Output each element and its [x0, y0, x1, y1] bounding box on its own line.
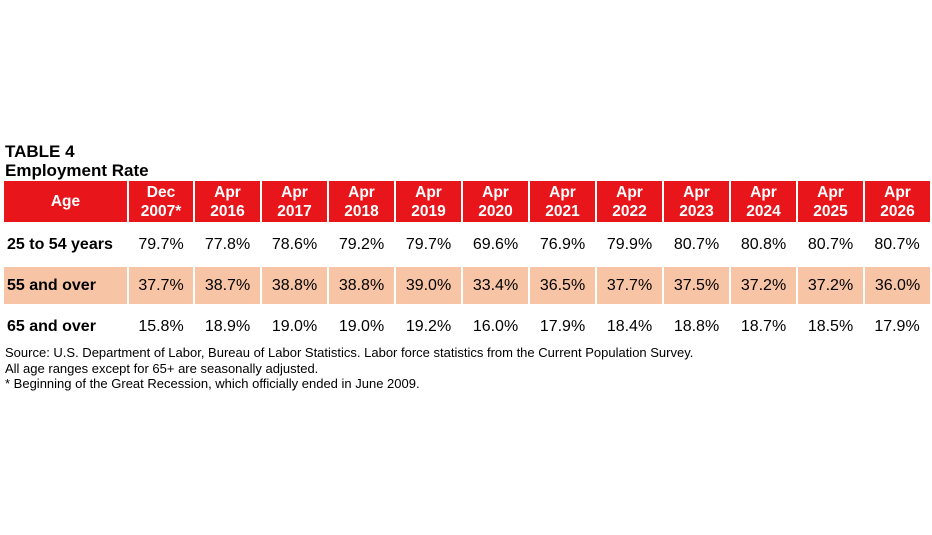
header-month: Apr	[817, 183, 844, 201]
header-month: Apr	[281, 183, 308, 201]
rate-cell: 15.8%	[138, 317, 184, 335]
rate-cell: 38.8%	[261, 267, 329, 304]
rate-cell: 79.7%	[405, 235, 452, 253]
table-subtitle: Employment Rate	[5, 161, 149, 180]
header-period: Apr 2019	[395, 181, 463, 222]
adjustment-note: All age ranges except for 65+ are season…	[5, 360, 319, 376]
rate-cell: 37.2%	[797, 267, 865, 304]
rate-cell: 39.0%	[395, 267, 463, 304]
header-month: Apr	[549, 183, 576, 201]
header-year: 2022	[612, 202, 647, 220]
table-title: TABLE 4	[5, 142, 75, 161]
table-row: 55 and over 37.7% 38.7% 38.8% 38.8% 39.0% 33.4…	[4, 267, 930, 304]
header-row: Age Dec 2007* Apr 2016 Apr 2017 Apr 2018 Apr 2019 A…	[4, 181, 930, 222]
employment-rate-table: Age Dec 2007* Apr 2016 Apr 2017 Apr 2018 Apr 2019 A…	[4, 181, 930, 345]
rate-cell: 17.9%	[874, 317, 920, 335]
recession-note: * Beginning of the Great Recession, whic…	[5, 376, 420, 391]
header-month: Apr	[415, 183, 442, 201]
header-month: Apr	[214, 183, 241, 201]
header-month: Apr	[750, 183, 777, 201]
header-period: Apr 2016	[194, 181, 262, 222]
rate-cell: 37.5%	[663, 267, 731, 304]
header-period: Apr 2021	[529, 181, 597, 222]
rate-cell: 16.0%	[472, 317, 519, 335]
footnotes: Source: U.S. Department of Labor, Bureau…	[5, 345, 693, 392]
source-note: Source: U.S. Department of Labor, Bureau…	[5, 345, 694, 360]
rate-cell: 37.2%	[730, 267, 798, 304]
header-period: Apr 2024	[730, 181, 798, 222]
table-row: 25 to 54 years 79.7% 77.8% 78.6% 79.2% 79.7% 6…	[4, 226, 930, 263]
header-month: Dec	[146, 183, 176, 201]
header-age: Age	[4, 181, 129, 222]
rate-cell: 18.7%	[740, 317, 787, 335]
header-period: Apr 2017	[261, 181, 329, 222]
rate-cell: 18.8%	[673, 317, 720, 335]
rate-cell: 79.2%	[338, 235, 385, 253]
rate-cell: 18.9%	[204, 317, 251, 335]
rate-cell: 33.4%	[462, 267, 530, 304]
rate-cell: 36.5%	[529, 267, 597, 304]
header-year: 2016	[210, 202, 245, 220]
header-year: 2025	[813, 202, 848, 220]
header-month: Apr	[884, 183, 911, 201]
header-period: Apr 2025	[797, 181, 865, 222]
row-label: 65 and over	[7, 317, 96, 335]
rate-cell: 38.7%	[194, 267, 262, 304]
rate-cell: 19.0%	[271, 317, 318, 335]
header-period: Apr 2020	[462, 181, 530, 222]
header-period: Apr 2026	[864, 181, 930, 222]
rate-cell: 78.6%	[271, 235, 318, 253]
rate-cell: 80.7%	[673, 235, 720, 253]
header-year: 2023	[679, 202, 714, 220]
header-month: Apr	[482, 183, 509, 201]
header-period: Dec 2007*	[128, 181, 195, 222]
header-year: 2018	[344, 202, 379, 220]
rate-cell: 80.7%	[874, 235, 920, 253]
header-year: 2017	[277, 202, 312, 220]
rate-cell: 19.0%	[338, 317, 385, 335]
title-block: TABLE 4 Employment Rate	[5, 142, 149, 180]
header-period: Apr 2023	[663, 181, 731, 222]
rate-cell: 79.9%	[606, 235, 653, 253]
rate-cell: 18.4%	[606, 317, 653, 335]
header-month: Apr	[616, 183, 643, 201]
rate-cell: 38.8%	[328, 267, 396, 304]
header-year: 2021	[545, 202, 580, 220]
rate-cell: 80.7%	[807, 235, 854, 253]
rate-cell: 76.9%	[539, 235, 586, 253]
header-year: 2026	[880, 202, 915, 220]
rate-cell: 80.8%	[740, 235, 787, 253]
rate-cell: 36.0%	[864, 267, 930, 304]
header-year: 2020	[478, 202, 513, 220]
rate-cell: 17.9%	[539, 317, 586, 335]
header-year: 2024	[746, 202, 781, 220]
rate-cell: 19.2%	[405, 317, 452, 335]
header-year: 2019	[411, 202, 446, 220]
rate-cell: 79.7%	[138, 235, 184, 253]
header-month: Apr	[683, 183, 710, 201]
header-year: 2007*	[140, 202, 182, 220]
header-period: Apr 2018	[328, 181, 396, 222]
rate-cell: 37.7%	[128, 267, 195, 304]
rate-cell: 69.6%	[472, 235, 519, 253]
rate-cell: 77.8%	[204, 235, 251, 253]
table-row: 65 and over 15.8% 18.9% 19.0% 19.0% 19.2% 16.0…	[4, 308, 930, 345]
header-month: Apr	[348, 183, 375, 201]
header-period: Apr 2022	[596, 181, 664, 222]
rate-cell: 37.7%	[596, 267, 664, 304]
row-label: 55 and over	[4, 267, 129, 304]
rate-cell: 18.5%	[807, 317, 854, 335]
row-label: 25 to 54 years	[7, 235, 113, 253]
